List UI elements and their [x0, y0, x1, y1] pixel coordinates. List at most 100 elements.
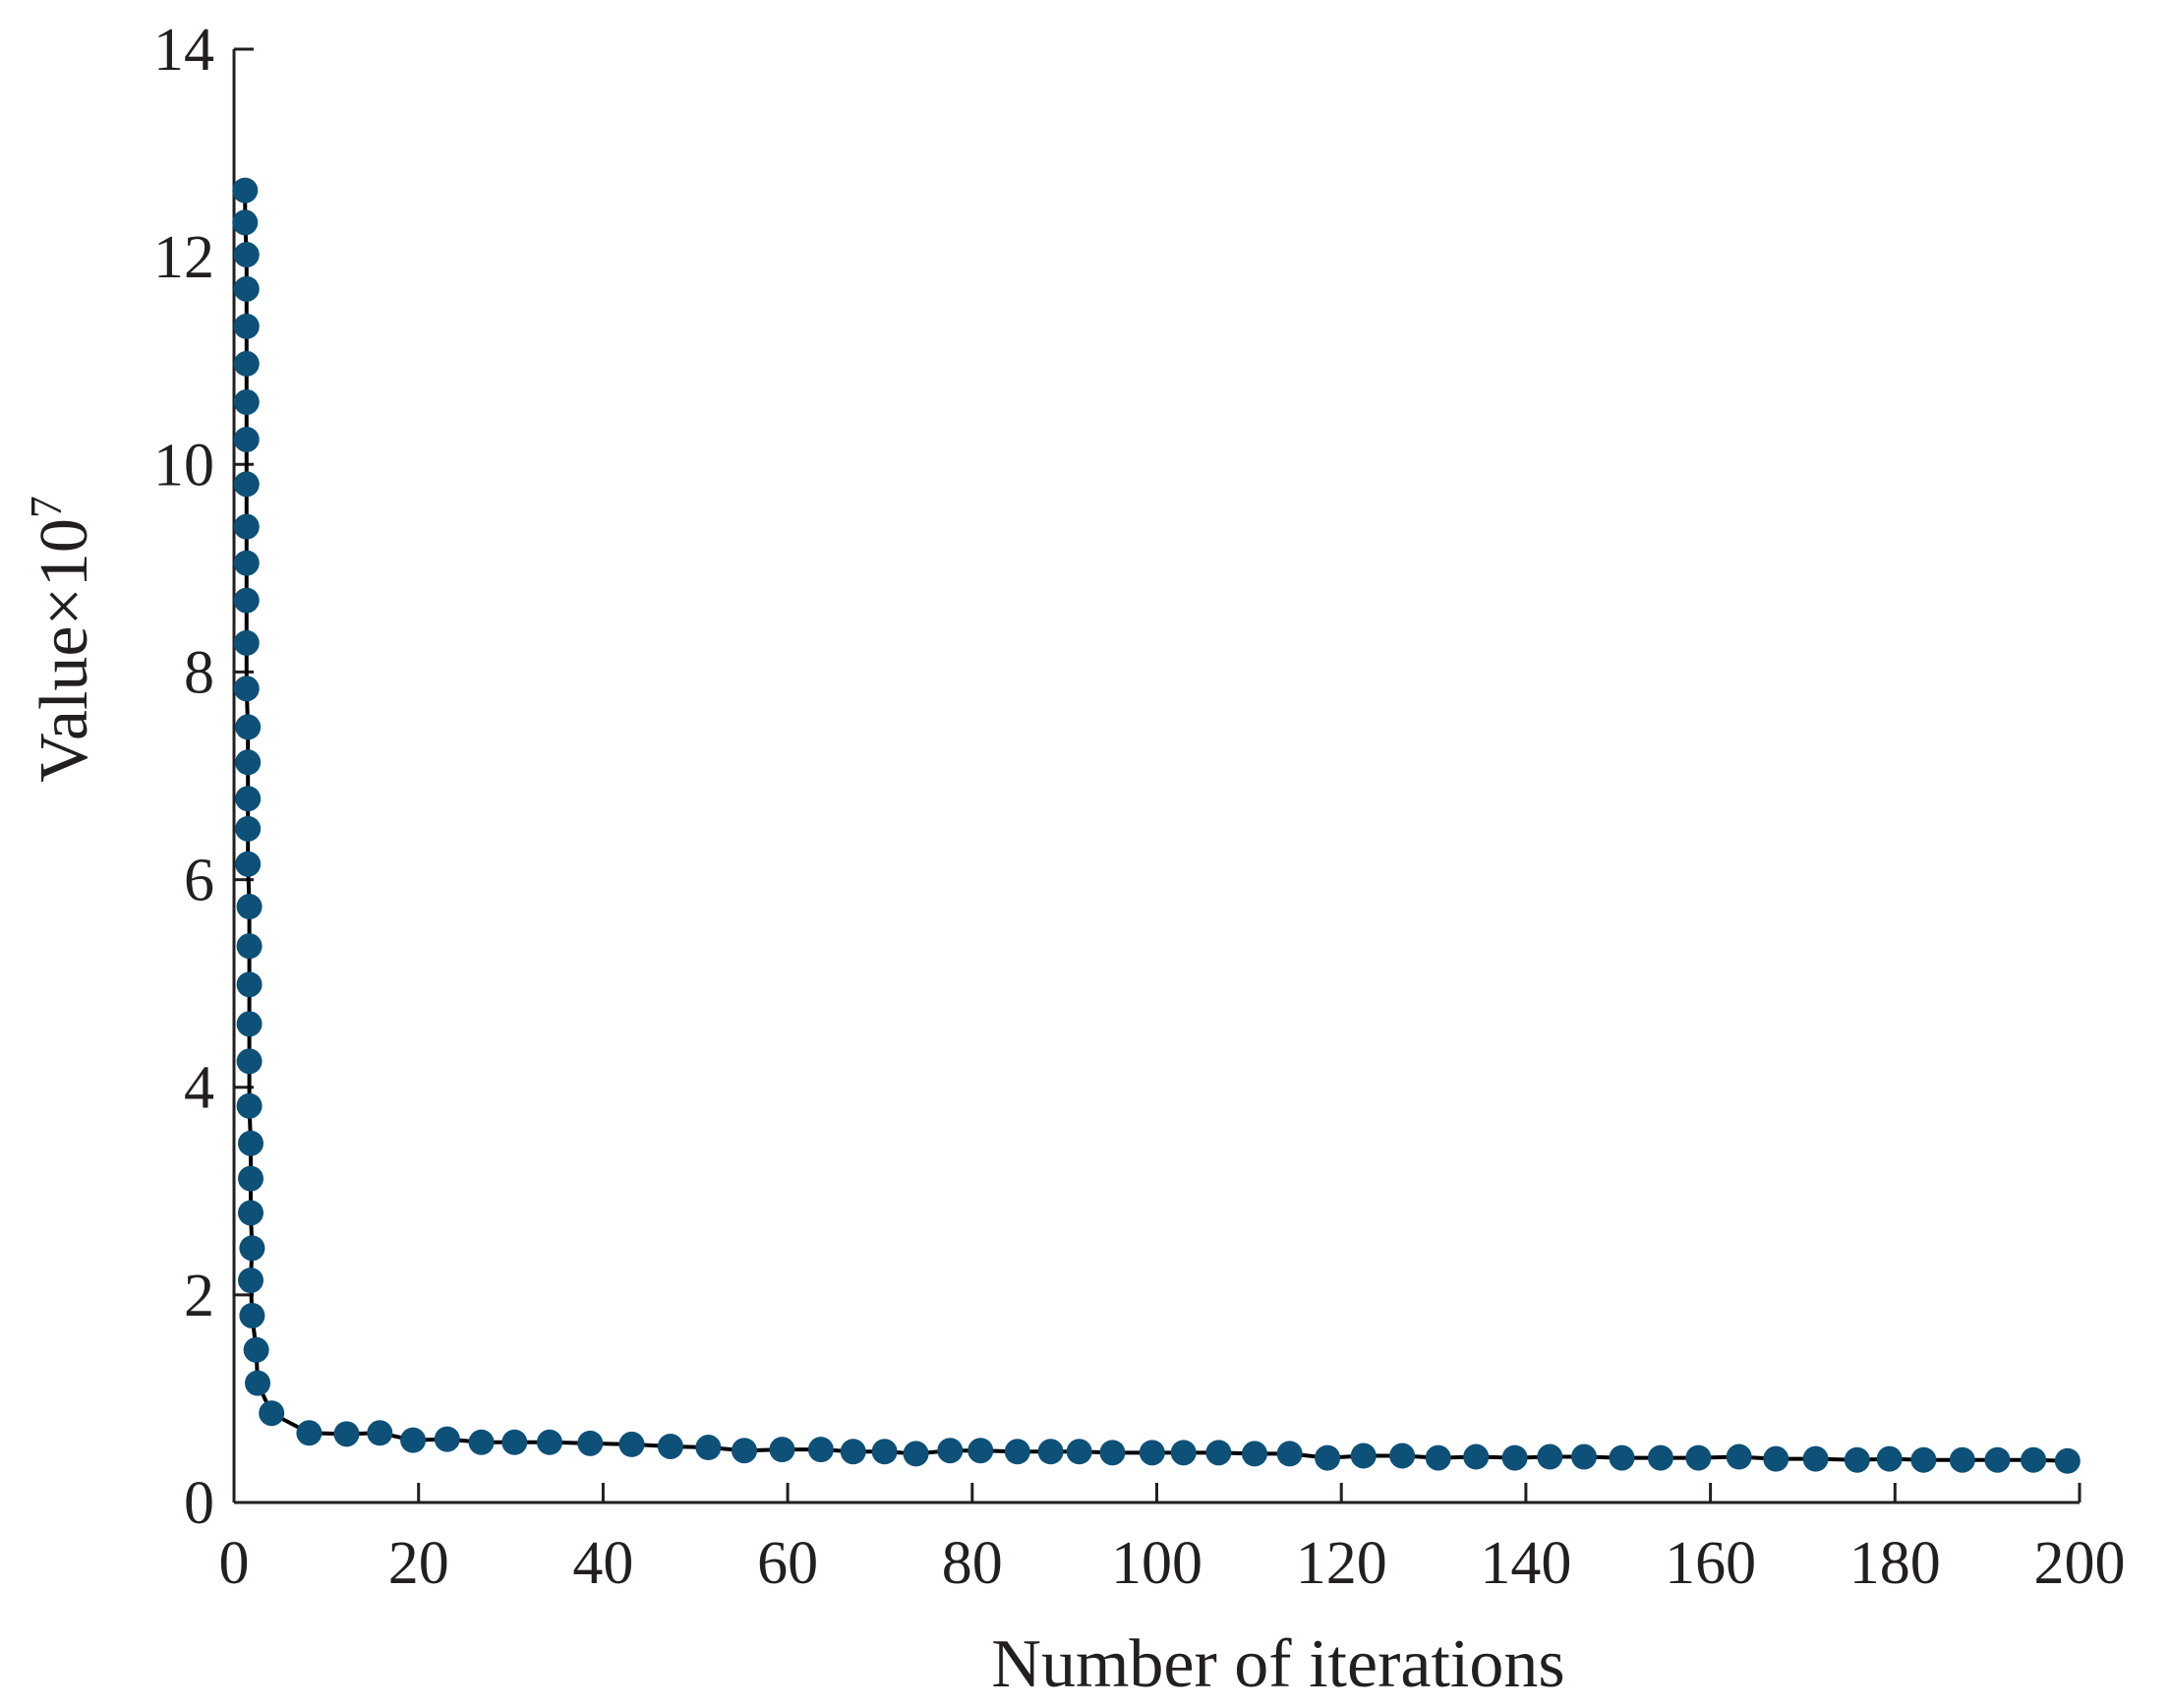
data-point	[233, 242, 260, 268]
data-point	[577, 1430, 604, 1456]
data-point	[1537, 1443, 1563, 1470]
data-point	[807, 1437, 834, 1463]
x-tick-label: 100	[1111, 1530, 1202, 1597]
data-point	[903, 1441, 929, 1467]
data-point	[1425, 1444, 1451, 1471]
data-point	[1241, 1441, 1267, 1467]
data-point	[1984, 1446, 2011, 1473]
data-point	[1501, 1444, 1528, 1471]
data-point	[1037, 1439, 1064, 1465]
data-point	[367, 1420, 393, 1446]
x-tick-label: 180	[1849, 1530, 1941, 1597]
data-point	[237, 1267, 264, 1294]
data-point	[233, 313, 260, 339]
data-point	[233, 388, 260, 415]
data-point	[233, 676, 260, 702]
data-point	[501, 1429, 528, 1455]
data-point	[1802, 1445, 1829, 1472]
y-tick-label: 0	[184, 1470, 214, 1537]
x-tick-label: 140	[1480, 1530, 1571, 1597]
data-point	[235, 786, 262, 812]
y-axis-label-text: Value×10	[27, 518, 102, 783]
data-point	[236, 1092, 263, 1119]
y-tick-label: 12	[153, 224, 214, 291]
x-tick-label: 80	[942, 1530, 1003, 1597]
data-point	[236, 1048, 263, 1075]
series-line	[243, 190, 2068, 1463]
x-tick-label: 0	[219, 1530, 250, 1597]
data-point	[400, 1427, 427, 1453]
data-point	[232, 209, 259, 236]
x-tick-label: 60	[757, 1530, 818, 1597]
data-point	[259, 1400, 285, 1427]
y-axis-label-exponent: 7	[21, 496, 71, 518]
data-point	[233, 513, 260, 540]
data-point	[235, 749, 262, 776]
data-point	[1066, 1439, 1092, 1465]
data-point	[468, 1429, 495, 1455]
data-point	[1276, 1441, 1303, 1467]
data-point	[1876, 1445, 1903, 1472]
data-point	[1139, 1440, 1165, 1466]
data-point	[237, 1200, 264, 1226]
data-point	[245, 1370, 271, 1396]
x-tick-label: 40	[572, 1530, 633, 1597]
data-point	[1685, 1444, 1712, 1471]
x-tick-label: 20	[388, 1530, 449, 1597]
data-point	[237, 1165, 264, 1192]
data-point	[871, 1439, 898, 1465]
data-point	[1763, 1445, 1789, 1472]
data-point	[1099, 1440, 1126, 1466]
data-point	[657, 1433, 683, 1459]
y-tick-label: 10	[153, 432, 214, 499]
data-point	[236, 972, 263, 998]
data-point	[536, 1429, 562, 1455]
data-point	[237, 1130, 264, 1156]
data-point	[235, 714, 262, 740]
data-point	[840, 1439, 866, 1465]
data-point	[1910, 1446, 1937, 1473]
data-point	[1571, 1443, 1598, 1470]
data-point	[1463, 1443, 1490, 1470]
data-point	[1315, 1444, 1341, 1471]
data-point	[1844, 1446, 1870, 1473]
x-tick-label: 120	[1296, 1530, 1387, 1597]
data-point	[1647, 1444, 1673, 1471]
data-point	[1949, 1446, 1975, 1473]
x-tick-label: 160	[1665, 1530, 1756, 1597]
data-point	[731, 1438, 757, 1464]
data-point	[243, 1336, 269, 1363]
y-tick-label: 4	[184, 1055, 214, 1122]
data-point	[2021, 1446, 2047, 1473]
y-tick-label: 6	[184, 848, 214, 914]
x-tick-label: 200	[2034, 1530, 2126, 1597]
data-point	[937, 1438, 964, 1464]
y-tick-label: 14	[153, 17, 214, 84]
y-axis-label: Value×107	[21, 496, 102, 783]
data-point	[1726, 1443, 1752, 1470]
data-point	[233, 629, 260, 656]
data-point	[296, 1420, 323, 1446]
x-axis-label: Number of iterations	[991, 1626, 1564, 1702]
data-point	[1205, 1440, 1232, 1466]
data-point	[1389, 1443, 1416, 1469]
data-point	[236, 894, 263, 920]
data-point	[239, 1235, 265, 1262]
data-point	[233, 426, 260, 452]
data-point	[235, 851, 262, 877]
y-tick-label: 2	[184, 1263, 214, 1329]
data-point	[233, 275, 260, 302]
data-point	[2054, 1447, 2081, 1474]
data-point	[232, 177, 259, 204]
data-point	[618, 1431, 645, 1457]
data-point	[236, 1011, 263, 1037]
data-point	[239, 1302, 265, 1328]
data-point	[968, 1438, 994, 1464]
data-point	[1004, 1439, 1030, 1465]
data-point	[695, 1435, 722, 1461]
data-point	[233, 471, 260, 498]
data-point	[233, 550, 260, 576]
data-point	[1350, 1443, 1377, 1469]
y-tick-label: 8	[184, 639, 214, 706]
